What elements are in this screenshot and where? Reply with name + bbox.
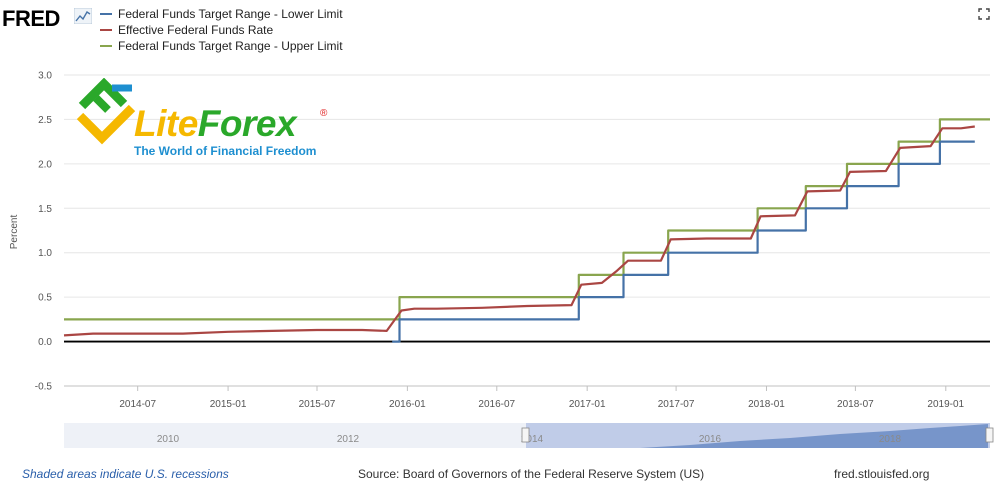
navigator-label: 2018 (879, 434, 902, 445)
y-tick-labels: 3.0 2.5 2.0 1.5 1.0 0.5 0.0 -0.5 (35, 71, 53, 393)
x-tick-label: 2018-07 (837, 399, 874, 410)
liteforex-tagline: The World of Financial Freedom (134, 144, 316, 158)
brand-part-lite: Lite (134, 103, 198, 144)
fred-link[interactable]: fred.stlouisfed.org (834, 467, 929, 481)
x-tick-label: 2015-07 (299, 399, 336, 410)
brand-part-forex: Forex (198, 103, 296, 144)
y-tick-label: 3.0 (38, 71, 52, 82)
y-tick-label: 2.0 (38, 159, 52, 170)
x-tick-label: 2019-01 (927, 399, 964, 410)
navigator-label: 2016 (699, 434, 722, 445)
x-tick-labels: 2014-07 2015-01 2015-07 2016-01 2016-07 2017-… (119, 399, 964, 410)
y-tick-label: 0.5 (38, 293, 52, 304)
time-navigator[interactable]: 2010 2012 2014 2016 2018 (64, 423, 993, 448)
x-tick-label: 2015-01 (210, 399, 247, 410)
recessions-note: Shaded areas indicate U.S. recessions (22, 467, 229, 481)
y-tick-label: 0.0 (38, 337, 52, 348)
y-tick-label: -0.5 (35, 382, 53, 393)
x-tick-label: 2016-07 (478, 399, 515, 410)
navigator-handle-left[interactable] (522, 428, 529, 442)
y-tick-label: 1.5 (38, 204, 52, 215)
registered-mark: ® (320, 108, 327, 119)
x-tick-label: 2017-01 (569, 399, 606, 410)
navigator-label: 2012 (337, 434, 360, 445)
x-tick-label: 2014-07 (119, 399, 156, 410)
navigator-handle-right[interactable] (986, 428, 993, 442)
series-line-lower-limit (392, 142, 975, 342)
y-tick-label: 2.5 (38, 115, 52, 126)
source-note: Source: Board of Governors of the Federa… (358, 467, 704, 481)
x-tick-label: 2017-07 (658, 399, 695, 410)
y-tick-label: 1.0 (38, 248, 52, 259)
x-tick-label: 2018-01 (748, 399, 785, 410)
navigator-label: 2010 (157, 434, 180, 445)
x-tick-label: 2016-01 (389, 399, 426, 410)
liteforex-logo-icon (74, 78, 138, 148)
y-axis-label: Percent (9, 215, 20, 250)
liteforex-brand: LiteForex (134, 104, 296, 144)
